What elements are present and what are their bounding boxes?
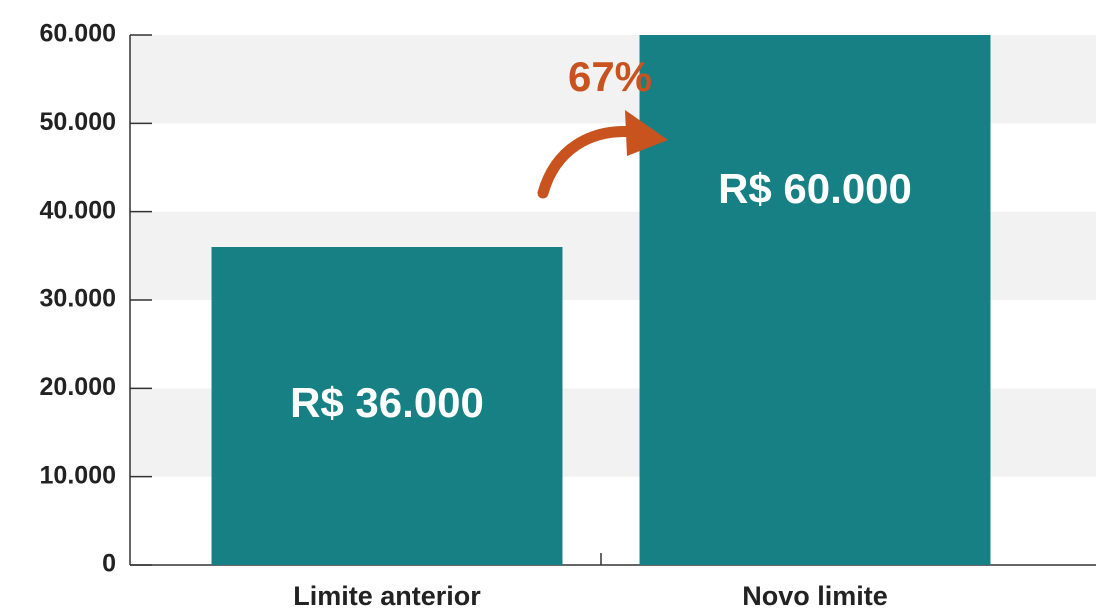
y-tick-label: 10.000 bbox=[40, 461, 116, 489]
y-tick-label: 60.000 bbox=[40, 20, 116, 48]
value-label: R$ 36.000 bbox=[290, 379, 484, 426]
annotation: 67% bbox=[568, 53, 652, 100]
x-tick-label: Limite anterior bbox=[293, 581, 481, 611]
value-label: R$ 60.000 bbox=[718, 165, 912, 212]
bar bbox=[639, 35, 991, 565]
y-tick-label: 20.000 bbox=[40, 373, 116, 401]
bar bbox=[211, 247, 563, 565]
y-tick-label: 50.000 bbox=[40, 108, 116, 136]
y-tick-label: 30.000 bbox=[40, 285, 116, 313]
x-tick-label: Novo limite bbox=[742, 581, 888, 611]
y-tick-label: 40.000 bbox=[40, 196, 116, 224]
arrow bbox=[537, 126, 641, 199]
y-tick-label: 0 bbox=[102, 550, 116, 578]
arrow-head bbox=[625, 110, 668, 156]
